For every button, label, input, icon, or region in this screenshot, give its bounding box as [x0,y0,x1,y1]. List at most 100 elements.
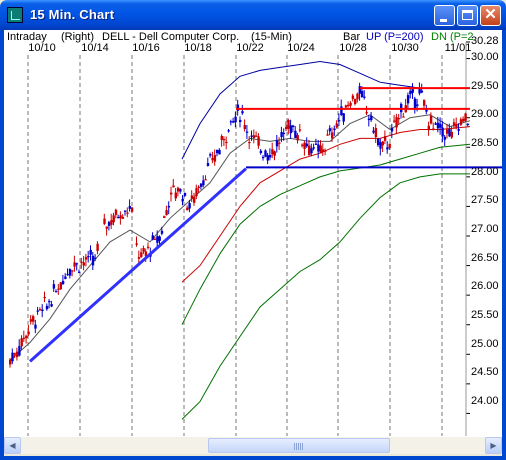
price-bar-body [271,149,274,155]
price-bar-body [48,300,51,303]
chart-app-icon[interactable] [7,7,23,23]
price-bar-body [248,142,251,144]
price-bar-body [452,122,456,127]
price-bar-body [15,351,19,358]
price-bar-body [351,95,355,99]
price-bar-body [365,112,368,114]
price-bar-body [298,129,302,131]
price-bar-body [459,119,463,125]
price-bar-body [252,135,256,139]
price-bar-body [448,129,451,137]
price-bar-body [170,192,173,195]
long-moving-average [181,173,470,420]
y-tick-label: 29.50 [471,80,499,92]
price-bar-body [165,210,168,215]
price-bar-body [193,197,196,203]
price-bar-body [273,151,276,156]
price-bar-body [202,180,205,186]
price-bar-body [71,270,74,272]
price-bar-body [342,113,345,122]
price-bar-body [9,359,12,365]
price-bar-body [126,212,129,214]
date-label: 10/28 [339,42,367,54]
scroll-thumb[interactable] [208,438,390,453]
price-bar-body [29,319,33,322]
price-bar-body [434,123,437,125]
price-bar-body [294,130,297,139]
price-bar-body [439,123,442,128]
price-bar-body [84,257,88,260]
price-bar-body [172,185,175,188]
price-bar-body [236,104,240,111]
price-bar-body [268,154,272,158]
price-bar-body [87,256,90,258]
price-bar-body [278,142,281,144]
price-bar-body [317,144,320,152]
price-bar-body [91,255,95,266]
window-title: 15 Min. Chart [30,7,115,22]
price-bar-body [441,127,444,137]
price-bar-body [52,284,56,289]
price-bar-body [64,276,67,279]
price-bar-body [199,183,203,187]
price-bar-body [289,125,292,134]
price-bar-body [423,100,426,106]
price-bar-body [264,150,267,157]
price-bar-body [36,310,39,312]
close-button[interactable]: ✕ [480,5,501,26]
price-bar-body [142,248,145,252]
price-bar-body [107,222,111,226]
chart-area[interactable]: Intraday (Right) DELL - Dell Computer Co… [4,30,502,437]
price-bar-body [188,203,191,209]
price-bar-body [245,131,249,133]
price-bar-body [326,134,329,136]
price-bar-body [383,136,387,141]
price-bar-body [319,145,322,154]
price-bar-body [314,143,318,145]
price-bar-body [462,118,465,122]
title-bar[interactable]: 15 Min. Chart ✕ [0,0,506,30]
minimize-button[interactable] [434,5,455,26]
price-bar-body [388,143,391,148]
price-bar-body [225,141,228,144]
price-bar-body [432,128,435,130]
price-bar-body [220,135,223,140]
price-bar-body [282,132,286,135]
price-bar-body [374,128,378,138]
price-bar-body [158,236,161,241]
date-label: 11/01 [444,42,472,54]
price-bar-body [227,130,230,132]
price-bar-body [390,127,394,132]
scroll-left-button[interactable]: ◀ [4,437,21,454]
price-bar-body [347,104,350,106]
price-bar-body [308,145,311,156]
price-bar-body [206,163,210,166]
price-bar-body [96,243,99,251]
price-bar-body [418,87,421,94]
y-tick-label: 30.28 [471,35,499,47]
price-bar-body [257,136,260,146]
y-tick-label: 28.00 [471,166,499,178]
price-bar-body [232,121,235,123]
price-bar-body [402,116,405,118]
price-bar-body [305,143,309,147]
price-bar-body [425,108,428,112]
maximize-button[interactable] [457,5,478,26]
price-bar-body [354,98,357,104]
scroll-right-button[interactable]: ▶ [485,437,502,454]
price-chart[interactable] [4,30,502,437]
price-bar-body [243,125,246,130]
price-bar-body [229,121,233,123]
price-bar-body [128,206,131,209]
price-bar-body [275,140,279,147]
price-bar-body [183,193,187,196]
horizontal-scrollbar[interactable]: ◀ ▶ [4,437,502,454]
symbol-label: DELL - Dell Computer Corp. [102,31,240,43]
date-label: 10/22 [236,42,264,54]
price-bar-body [413,98,417,109]
price-bar-body [34,324,37,329]
price-bar-body [186,207,189,210]
price-bar-body [13,353,16,355]
price-bar-body [393,120,396,122]
price-bar-body [50,304,53,307]
